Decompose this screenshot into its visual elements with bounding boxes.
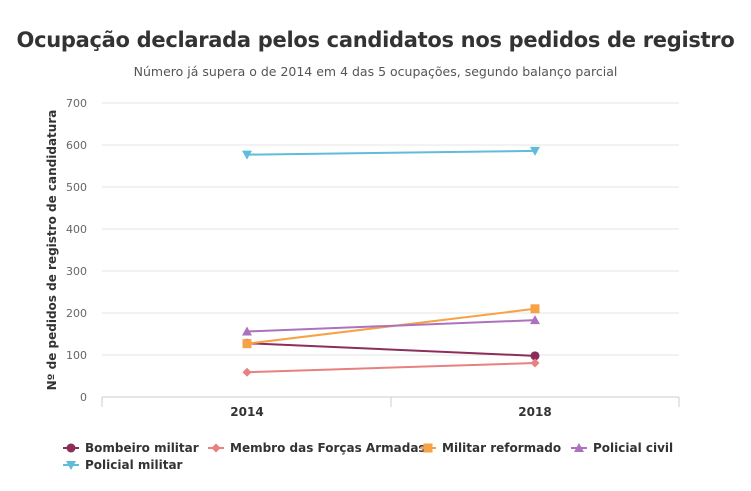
legend-label: Militar reformado [442,441,561,455]
data-point [242,339,252,349]
legend-label: Policial civil [593,441,673,455]
legend-label: Bombeiro militar [85,441,199,455]
series-line [246,342,536,357]
legend-marker [66,443,76,453]
data-point [242,326,252,336]
y-tick-label: 0 [80,391,87,404]
x-tick-label: 2014 [230,405,263,419]
series-line [246,361,536,374]
chart-subtitle: Número já supera o de 2014 em 4 das 5 oc… [133,64,618,79]
legend-marker [574,443,584,452]
series-line [246,319,536,333]
data-point [530,315,540,325]
data-point [242,150,252,160]
data-point [530,351,540,361]
data-point [530,358,540,368]
y-tick-label: 600 [66,139,87,152]
data-point [242,367,252,377]
chart-title: Ocupação declarada pelos candidatos nos … [16,28,735,52]
legend-label: Membro das Forças Armadas [230,441,426,455]
y-tick-label: 200 [66,307,87,320]
x-tick-label: 2018 [518,405,551,419]
y-axis-label: Nº de pedidos de registro de candidatura [45,110,59,391]
y-tick-label: 700 [66,97,87,110]
y-tick-label: 400 [66,223,87,236]
y-tick-label: 500 [66,181,87,194]
y-tick-label: 100 [66,349,87,362]
data-point [530,304,540,314]
y-tick-label: 300 [66,265,87,278]
legend-label: Policial militar [85,458,183,472]
legend-marker [66,461,76,470]
legend-marker [211,443,221,453]
legend-marker [423,443,433,453]
series-line [246,149,536,156]
data-point [530,146,540,156]
